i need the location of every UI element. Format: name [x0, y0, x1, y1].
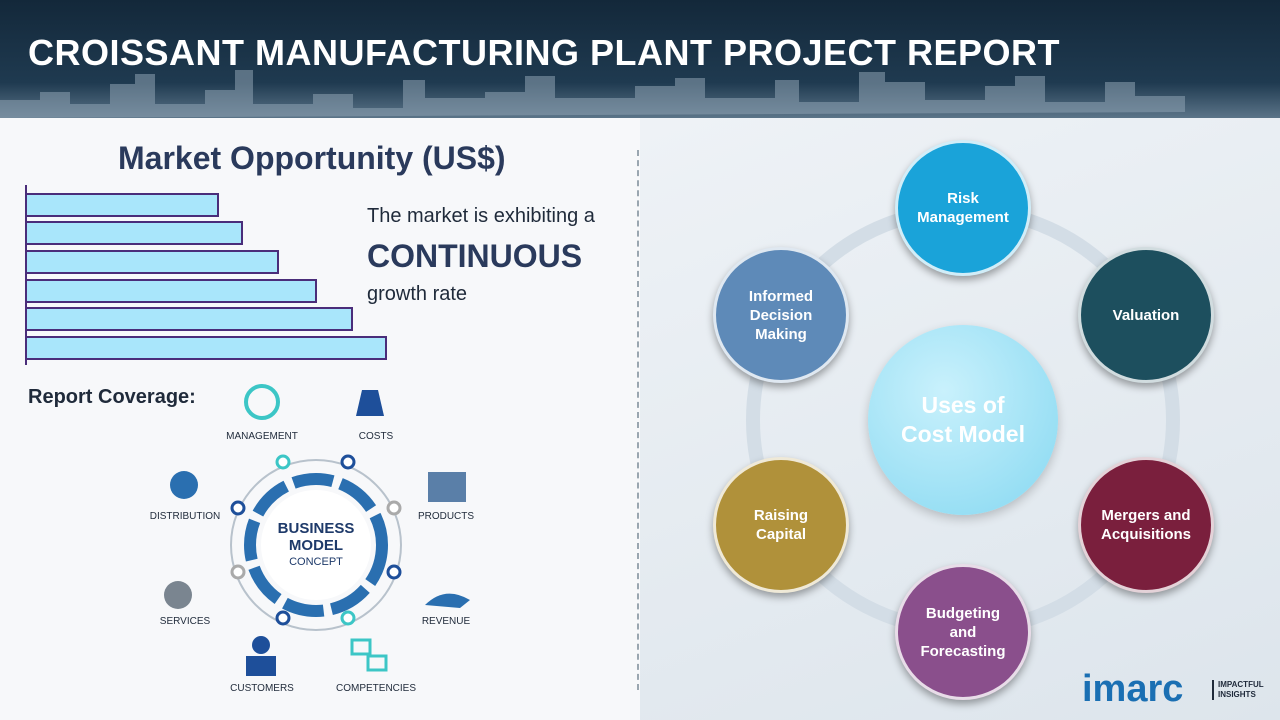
left-panel [0, 118, 640, 720]
cost-node: Informed Decision Making [713, 247, 849, 383]
page-title: CROISSANT MANUFACTURING PLANT PROJECT RE… [28, 32, 1061, 73]
coverage-item: COSTS [358, 431, 394, 442]
coverage-item: CUSTOMERS [230, 683, 294, 694]
center-label: MODEL [288, 537, 344, 554]
market-highlight: CONTINUOUS [367, 238, 583, 274]
cost-node: Raising Capital [713, 457, 849, 593]
coverage-item: PRODUCTS [417, 511, 475, 522]
market-text: growth rate [367, 283, 468, 305]
brand-logo: imarc [1082, 668, 1184, 710]
center-label: CONCEPT [289, 556, 343, 568]
cost-node: Budgeting and Forecasting [895, 564, 1031, 700]
coverage-item: MANAGEMENT [226, 431, 298, 442]
coverage-diagram [164, 384, 470, 676]
coverage-item: SERVICES [159, 616, 211, 627]
section-title: Market Opportunity (US$) [118, 140, 506, 176]
cost-node: Valuation [1078, 247, 1214, 383]
divider [637, 150, 639, 690]
business-model: BUSINESS MODEL CONCEPT [278, 520, 355, 571]
coverage-title: Report Coverage: [28, 386, 196, 408]
center-label: BUSINESS [277, 520, 355, 537]
header: CROISSANT MANUFACTURING PLANT PROJECT RE… [0, 0, 1280, 118]
brand-tagline: IMPACTFUL INSIGHTS [1212, 680, 1274, 700]
coverage-item: DISTRIBUTION [149, 511, 221, 522]
skyline [0, 70, 1185, 118]
coverage-item: REVENUE [421, 616, 471, 627]
coverage-item: COMPETENCIES [335, 683, 417, 694]
growth-bars [25, 185, 387, 365]
cost-node: Mergers and Acquisitions [1078, 457, 1214, 593]
cost-model-center: Uses of Cost Model [868, 325, 1058, 515]
market-text: The market is exhibiting a [367, 205, 595, 227]
cost-node: Risk Management [895, 140, 1031, 276]
